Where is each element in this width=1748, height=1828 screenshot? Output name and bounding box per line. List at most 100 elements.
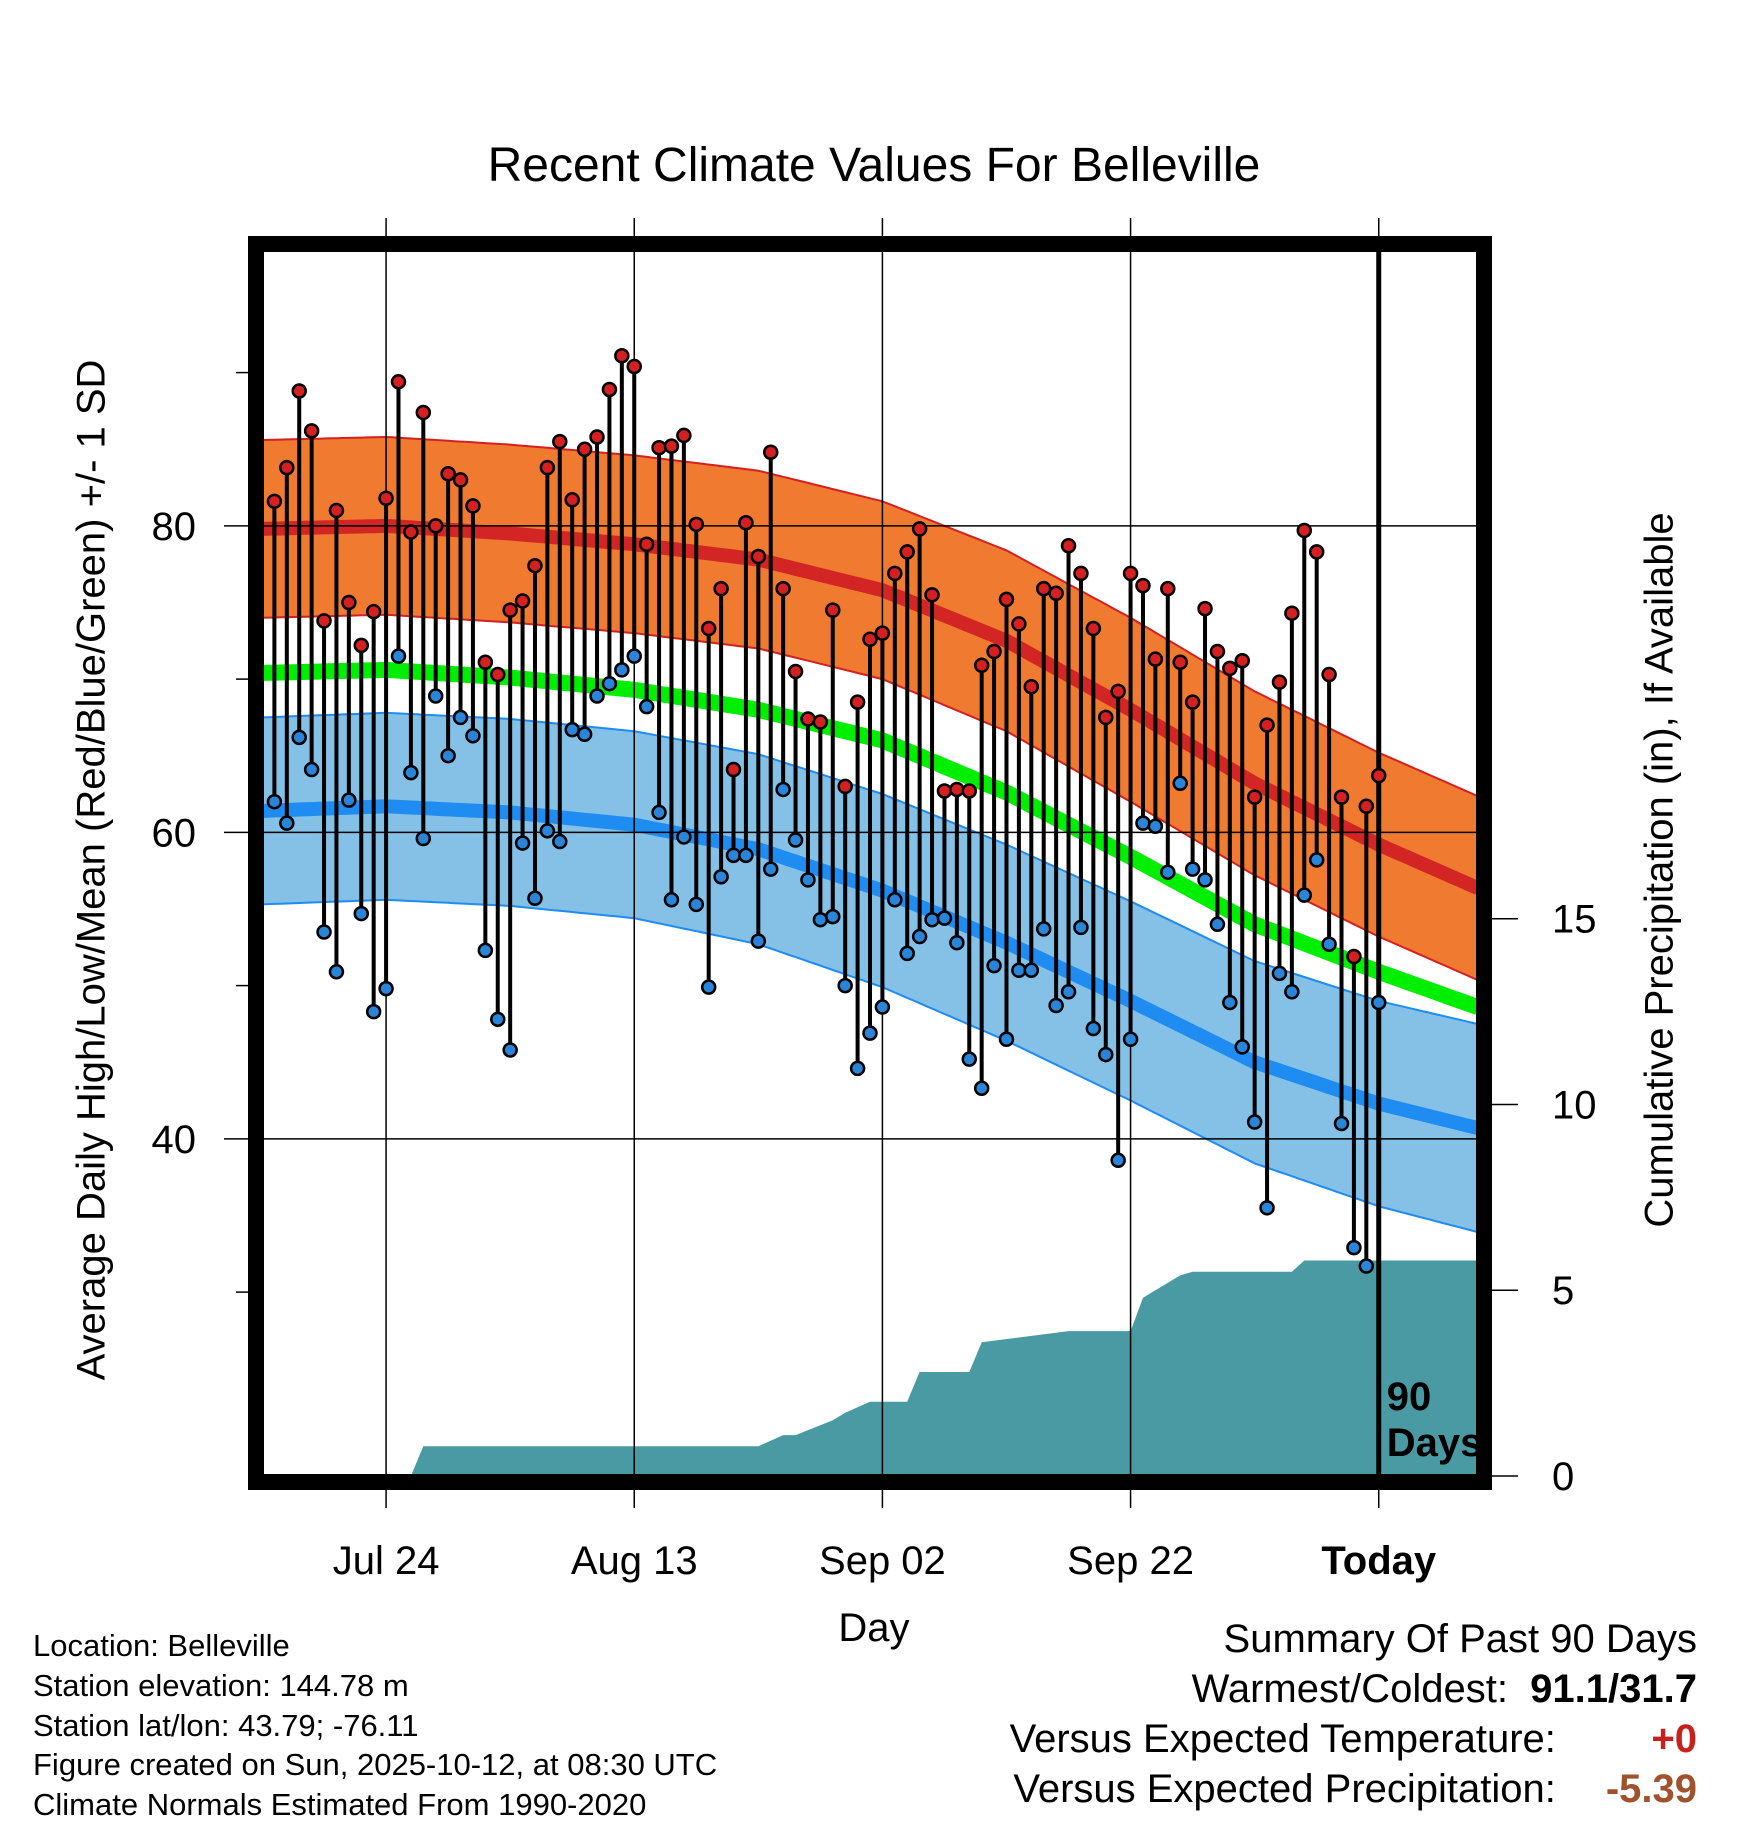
daily-high-point (949, 781, 965, 798)
daily-low-point (973, 1080, 990, 1097)
daily-high-point (924, 587, 940, 603)
daily-low-point (638, 698, 655, 715)
daily-low-point (341, 792, 357, 808)
daily-low-point (527, 890, 543, 906)
summary-temp-label: Versus Expected Temperature: (1009, 1717, 1556, 1761)
y-axis-label: Average Daily High/Low/Mean (Red/Blue/Gr… (69, 359, 114, 1381)
daily-high-point (973, 657, 990, 674)
daily-low-point (1333, 1115, 1350, 1132)
daily-high-point (1284, 605, 1300, 621)
summary-temp-value: +0 (1651, 1717, 1697, 1761)
x-tick-label: Sep 22 (1067, 1539, 1194, 1583)
daily-low-point (676, 829, 692, 845)
precipitation-area (262, 1260, 1478, 1476)
info-normals-note: Climate Normals Estimated From 1990-2020 (33, 1787, 647, 1822)
daily-low-point (911, 928, 928, 945)
daily-high-point (651, 439, 667, 456)
daily-low-point (812, 911, 829, 928)
daily-high-point (998, 591, 1015, 608)
daily-high-point (614, 347, 630, 364)
daily-high-point (638, 536, 655, 552)
daily-high-point (1011, 616, 1027, 632)
daily-low-point (502, 1042, 518, 1058)
daily-high-point (812, 714, 829, 730)
daily-high-point (874, 625, 891, 641)
daily-low-point (949, 934, 965, 951)
daily-low-point (1011, 962, 1027, 979)
daily-low-point (514, 835, 531, 851)
daily-low-point (1135, 815, 1151, 831)
daily-high-point (1259, 717, 1275, 733)
daily-high-point (378, 490, 394, 507)
daily-low-point (1098, 1046, 1114, 1063)
daily-low-point (899, 945, 915, 962)
daily-high-point (427, 518, 444, 534)
daily-high-point (911, 521, 928, 537)
daily-low-point (986, 957, 1002, 974)
daily-high-point (775, 580, 791, 597)
daily-high-point (986, 643, 1002, 660)
daily-high-point (1271, 674, 1288, 690)
daily-high-point (1358, 798, 1375, 815)
daily-high-point (1110, 683, 1126, 700)
daily-high-point (1172, 654, 1188, 670)
daily-high-point (1184, 694, 1201, 710)
daily-high-point (1246, 789, 1263, 805)
daily-low-point (688, 896, 705, 913)
daily-high-point (328, 502, 345, 519)
daily-high-point (626, 358, 642, 375)
daily-low-point (564, 721, 580, 738)
daily-high-point (837, 778, 853, 795)
daily-high-point (750, 548, 767, 565)
daily-high-point (899, 544, 915, 560)
daily-high-point (1147, 651, 1164, 667)
y2-tick-label: 0 (1552, 1455, 1574, 1499)
high-sd-band (262, 437, 1478, 981)
daily-high-point (1098, 709, 1114, 726)
daily-low-point (365, 1003, 382, 1020)
daily-high-point (713, 580, 729, 597)
daily-high-point (291, 383, 307, 399)
y-tick-label: 60 (152, 811, 197, 855)
daily-high-point (303, 423, 320, 439)
info-elevation: Station elevation: 144.78 m (33, 1668, 409, 1703)
daily-low-point (837, 977, 853, 994)
period-marker-label-line1: 90 (1387, 1375, 1432, 1419)
daily-high-point (440, 465, 456, 482)
daily-low-point (589, 688, 605, 704)
daily-low-point (1172, 775, 1188, 792)
daily-high-point (353, 637, 370, 654)
chart-title: Recent Climate Values For Belleville (487, 139, 1261, 192)
daily-low-point (1358, 1258, 1375, 1274)
daily-high-point (1197, 600, 1213, 617)
daily-low-point (1209, 916, 1226, 933)
daily-low-point (291, 729, 307, 746)
daily-high-point (452, 472, 469, 488)
daily-low-point (825, 908, 841, 925)
daily-low-point (1308, 852, 1325, 868)
daily-high-point (1333, 789, 1350, 805)
info-latlon: Station lat/lon: 43.79; -76.11 (33, 1708, 419, 1743)
daily-high-point (601, 381, 618, 398)
daily-low-point (1160, 864, 1176, 880)
daily-high-point (1023, 679, 1040, 695)
summary-heading: Summary Of Past 90 Days (1223, 1617, 1697, 1661)
daily-high-point (825, 602, 841, 618)
daily-low-point (998, 1031, 1015, 1047)
daily-low-point (1110, 1152, 1126, 1169)
daily-high-point (1370, 767, 1387, 784)
daily-high-point (490, 666, 506, 683)
daily-low-point (1370, 994, 1387, 1011)
info-location: Location: Belleville (33, 1628, 290, 1663)
daily-high-point (688, 516, 705, 533)
daily-low-point (614, 662, 630, 678)
y2-tick-label: 10 (1552, 1083, 1597, 1127)
daily-low-point (936, 910, 953, 926)
daily-high-point (862, 631, 878, 648)
daily-high-point (787, 663, 804, 680)
summary-precip-row: Versus Expected Precipitation: -5.39 (1013, 1767, 1697, 1812)
daily-high-point (564, 492, 580, 508)
daily-low-point (1060, 983, 1077, 1000)
summary-extremes-label: Warmest/Coldest: (1191, 1667, 1508, 1711)
daily-low-point (1271, 965, 1288, 982)
